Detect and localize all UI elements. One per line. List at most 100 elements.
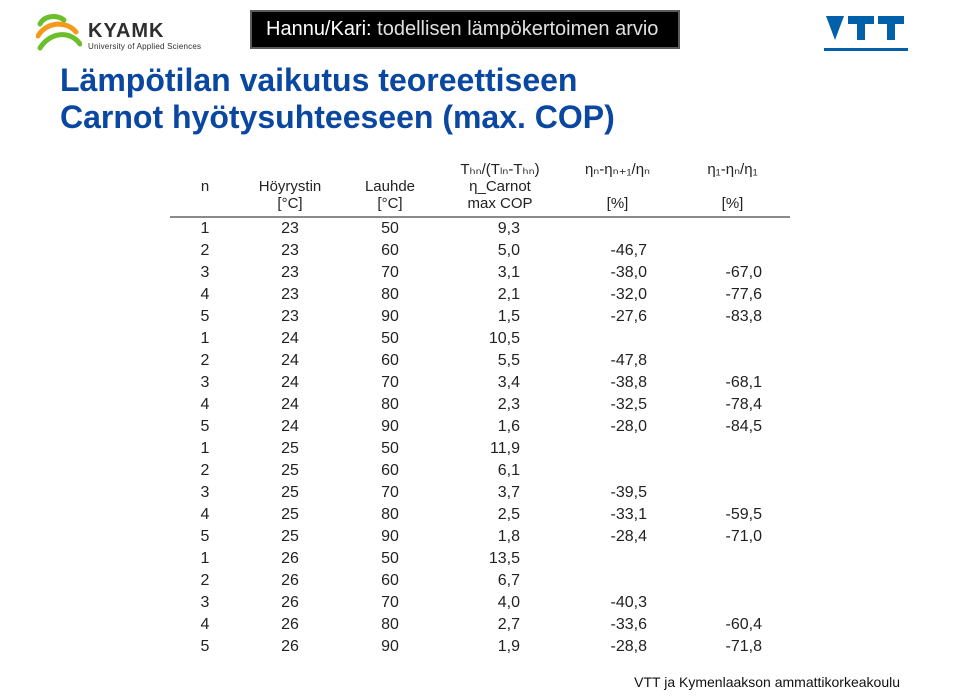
table-cell: -71,0 [675,526,790,548]
table-row: 123509,3 [170,217,790,240]
table-cell: 23 [240,240,340,262]
table-cell: 1,9 [440,636,560,658]
table-cell: 26 [240,592,340,614]
table-row: 226606,7 [170,570,790,592]
table-cell: -28,4 [560,526,675,548]
hdr-hoy: Höyrystin [240,178,340,195]
table-cell: 80 [340,394,440,416]
table-cell: 24 [240,372,340,394]
table-cell: 23 [240,217,340,240]
hdr-pct1: [%] [560,195,675,217]
heading-line2: Carnot hyötysuhteeseen (max. COP) [60,99,615,136]
table-cell: 25 [240,482,340,504]
page-heading: Lämpötilan vaikutus teoreettiseen Carnot… [60,62,615,136]
table-cell: 60 [340,240,440,262]
table-cell: 50 [340,328,440,350]
hdr-n: n [170,178,240,195]
table-cell: -38,0 [560,262,675,284]
table-row: 423802,1-32,0-77,6 [170,284,790,306]
table-cell: 23 [240,306,340,328]
table-cell: -28,8 [560,636,675,658]
table-cell: 90 [340,636,440,658]
table-cell: 60 [340,350,440,372]
table-cell: 13,5 [440,548,560,570]
table-cell [675,438,790,460]
table-row: 1245010,5 [170,328,790,350]
table-cell: 23 [240,262,340,284]
banner-author: Hannu/Kari: [266,18,372,40]
table-cell [560,328,675,350]
table-cell: 5,5 [440,350,560,372]
table-cell: 4 [170,504,240,526]
table-cell: 1 [170,217,240,240]
table-cell: 3 [170,262,240,284]
table-cell: 25 [240,504,340,526]
table-cell: 5 [170,416,240,438]
table-cell: 24 [240,328,340,350]
table-cell: -46,7 [560,240,675,262]
table-cell: 26 [240,614,340,636]
table-cell [560,570,675,592]
hdr-unit-a: [°C] [240,195,340,217]
table-cell: 80 [340,614,440,636]
table-cell: 3,4 [440,372,560,394]
table-cell: 60 [340,570,440,592]
table-row: 425802,5-33,1-59,5 [170,504,790,526]
table-cell: -59,5 [675,504,790,526]
table-cell: 25 [240,460,340,482]
table-cell: 70 [340,592,440,614]
table-cell: 2 [170,240,240,262]
heading-line1: Lämpötilan vaikutus teoreettiseen [60,62,615,99]
table-row: 426802,7-33,6-60,4 [170,614,790,636]
table-cell [675,217,790,240]
hdr-lauhde: Lauhde [340,178,440,195]
table-cell: -28,0 [560,416,675,438]
table-cell: 50 [340,217,440,240]
table-row: 526901,9-28,8-71,8 [170,636,790,658]
table-row: 323703,1-38,0-67,0 [170,262,790,284]
table-cell: 3,1 [440,262,560,284]
table-cell: 2,1 [440,284,560,306]
table-cell [560,548,675,570]
banner-rest: todellisen lämpökertoimen arvio [372,18,659,40]
table-cell: 1,5 [440,306,560,328]
table-cell: 90 [340,416,440,438]
table-cell [675,570,790,592]
table-row: 224605,5-47,8 [170,350,790,372]
table-cell: 9,3 [440,217,560,240]
table-cell: -68,1 [675,372,790,394]
table-cell: 4 [170,394,240,416]
table-cell: -78,4 [675,394,790,416]
table-cell: 10,5 [440,328,560,350]
table-cell: 3 [170,372,240,394]
table-cell: 3 [170,592,240,614]
kyamk-logo: KYAMK University of Applied Sciences [36,14,201,58]
table-cell: 3,7 [440,482,560,504]
hdr-ratio: Tₕₙ/(Tₗₙ-Tₕₙ) [440,158,560,178]
table-cell: 25 [240,526,340,548]
table-cell [675,548,790,570]
table-cell: -83,8 [675,306,790,328]
table-cell [560,217,675,240]
hdr-eta-n: ηₙ-ηₙ₊₁/ηₙ [560,158,675,178]
table-cell: -77,6 [675,284,790,306]
table-cell: 60 [340,460,440,482]
table-cell: 1 [170,328,240,350]
kyamk-brand-text: KYAMK [88,21,201,41]
table-cell: 1,8 [440,526,560,548]
table-cell: -32,5 [560,394,675,416]
table-cell: 4 [170,614,240,636]
table-cell: 50 [340,438,440,460]
table-cell [675,460,790,482]
data-table: Tₕₙ/(Tₗₙ-Tₕₙ) ηₙ-ηₙ₊₁/ηₙ η₁-ηₙ/η₁ n Höyr… [170,158,790,658]
table-cell: -60,4 [675,614,790,636]
table-cell: 6,1 [440,460,560,482]
table-cell: 5 [170,306,240,328]
table-cell: 26 [240,548,340,570]
table-row: 326704,0-40,3 [170,592,790,614]
table-cell: 25 [240,438,340,460]
table-cell [675,350,790,372]
table-row: 324703,4-38,8-68,1 [170,372,790,394]
table-cell: 90 [340,526,440,548]
hdr-eta-carnot: η_Carnot [440,178,560,195]
